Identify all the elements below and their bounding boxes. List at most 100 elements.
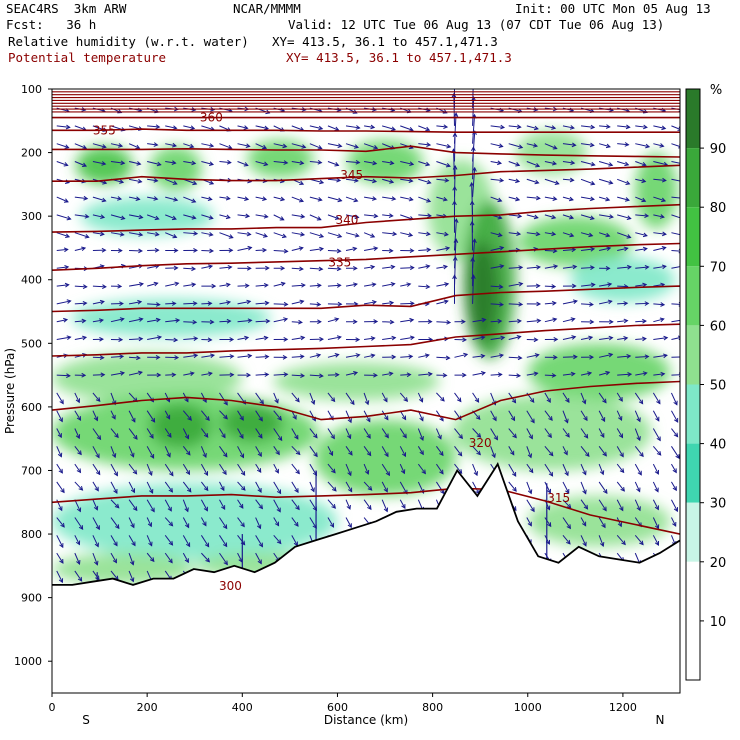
wind-vector-head [553, 337, 559, 342]
wind-vector-head [207, 196, 213, 202]
wind-vector-head [408, 127, 414, 132]
wind-vector-head [551, 284, 557, 289]
humidity-cell [518, 216, 633, 268]
wind-vector-head [533, 214, 539, 220]
wind-vector [418, 232, 430, 235]
wind-vector [436, 196, 447, 201]
wind-vector [526, 178, 539, 184]
x-tick-label: 600 [327, 701, 348, 714]
wind-vector-head [222, 542, 228, 548]
wind-vector [544, 125, 556, 129]
wind-vector [309, 481, 315, 492]
wind-vector-head [120, 215, 126, 221]
wind-vector-head [318, 266, 324, 272]
wind-vector-head [472, 130, 477, 135]
wind-vector-head [452, 200, 457, 206]
wind-vector [418, 285, 430, 288]
wind-vector-head [470, 257, 476, 262]
humidity-cell [220, 403, 283, 442]
wind-vector [472, 372, 486, 376]
wind-vector-head [133, 435, 138, 440]
humidity-cell [52, 553, 195, 585]
wind-vector-head [337, 233, 343, 238]
wind-vector [364, 266, 375, 269]
wind-vector-head [184, 397, 189, 403]
wind-vector [671, 214, 680, 219]
wind-vector [399, 446, 406, 457]
wind-vector-head [534, 179, 540, 185]
wind-vector [237, 319, 252, 323]
wind-vector [128, 535, 136, 546]
x-tick-label: 400 [232, 701, 253, 714]
wind-vector [128, 196, 140, 200]
wind-vector [147, 143, 158, 146]
wind-vector [653, 283, 665, 287]
wind-vector-head [551, 231, 557, 237]
colorbar-band [686, 561, 700, 621]
wind-vector [544, 249, 557, 252]
wind-vector-head [64, 264, 70, 270]
wind-vector-head [499, 177, 505, 183]
wind-vector-head [497, 197, 503, 203]
wind-vector-head [590, 282, 596, 288]
wind-vector-head [227, 264, 233, 270]
wind-vector-head [168, 558, 173, 564]
wind-vector-head [472, 166, 477, 172]
wind-vector-head [656, 436, 661, 442]
wind-vector-head [389, 160, 395, 166]
wind-vector [382, 337, 396, 340]
wind-vector [616, 534, 626, 545]
wind-vector [508, 283, 523, 287]
wind-vector [599, 337, 613, 340]
wind-vector [580, 160, 595, 166]
wind-vector [273, 481, 281, 494]
wind-vector-head [94, 542, 99, 548]
wind-vector-head [348, 450, 353, 456]
wind-vector [327, 196, 342, 202]
field2-xy-label: XY= 413.5, 36.1 to 457.1,471.3 [286, 50, 512, 65]
colorbar-band [686, 502, 700, 562]
wind-vector-head [246, 231, 252, 237]
wind-vector [417, 392, 423, 403]
wind-vector-head [256, 468, 262, 474]
wind-vector-head [228, 248, 234, 253]
wind-vector-head [299, 354, 305, 359]
isentrope-line [52, 323, 680, 357]
wind-vector [382, 232, 397, 235]
wind-vector-head [421, 469, 426, 475]
wind-vector [56, 446, 62, 457]
wind-vector-head [167, 432, 172, 438]
wind-vector-head [135, 196, 141, 201]
wind-vector-head [264, 300, 270, 306]
wind-vector [454, 392, 462, 402]
wind-vector-head [256, 524, 262, 530]
wind-vector-head [600, 417, 606, 423]
wind-vector-head [403, 397, 409, 402]
wind-vector-head [75, 398, 81, 404]
wind-vector [219, 283, 230, 287]
wind-vector [291, 125, 304, 131]
wind-vector [92, 285, 106, 288]
wind-vector [255, 302, 269, 305]
wind-vector [182, 463, 190, 475]
wind-vector [617, 373, 632, 376]
x-axis-label: Distance (km) [324, 713, 408, 727]
wind-vector [508, 374, 521, 377]
wind-vector [635, 214, 649, 217]
wind-vector [182, 517, 190, 528]
wind-vector-head [581, 521, 587, 527]
wind-vector-head [334, 353, 340, 358]
field1-label: Relative humidity (w.r.t. water) [8, 34, 249, 49]
wind-vector [128, 446, 135, 458]
wind-vector [56, 196, 69, 203]
wind-vector-head [499, 302, 504, 307]
wind-vector [237, 285, 249, 287]
wind-vector-head [99, 336, 104, 342]
wind-vector-head [265, 265, 270, 271]
wind-vector-head [462, 337, 467, 343]
wind-vector-head [184, 558, 189, 564]
wind-vector [74, 214, 89, 218]
wind-vector [652, 410, 660, 422]
wind-vector [436, 265, 448, 269]
wind-vector [598, 392, 607, 403]
